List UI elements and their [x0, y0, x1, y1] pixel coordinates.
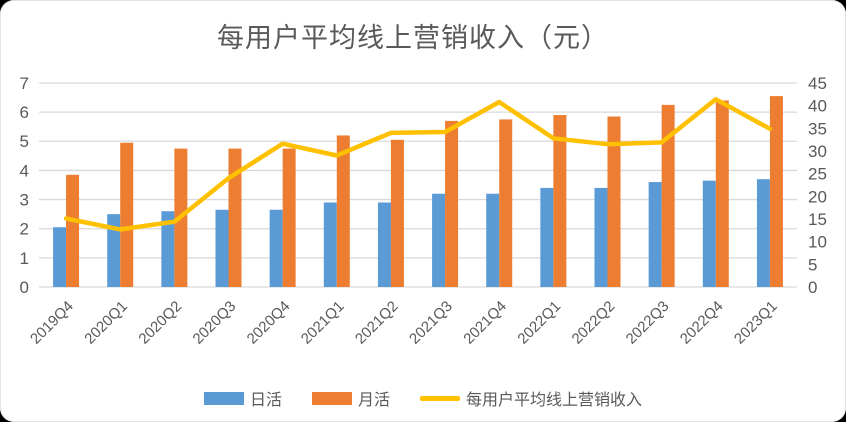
- bar-mau: [390, 139, 404, 287]
- legend-item-dau: 日活: [203, 386, 282, 410]
- bar-mau: [120, 142, 134, 287]
- left-axis-tick-label: 1: [20, 249, 29, 268]
- right-axis-tick-label: 45: [808, 74, 827, 93]
- right-axis-tick-label: 35: [808, 119, 827, 138]
- x-axis-label: 2021Q2: [352, 298, 402, 348]
- dau-swatch-icon: [203, 391, 244, 405]
- legend-item-mau: 月活: [311, 386, 390, 410]
- legend-item-revenue: 每用户平均线上营销收入: [420, 386, 642, 410]
- bar-dau: [594, 187, 608, 287]
- chart-legend: 日活 月活 每用户平均线上营销收入: [0, 386, 846, 410]
- x-axis-label: 2022Q3: [623, 298, 673, 348]
- left-axis-tick-label: 3: [20, 191, 29, 210]
- bar-mau: [769, 96, 783, 287]
- x-axis-label: 2021Q3: [406, 298, 456, 348]
- right-axis-tick-label: 15: [808, 210, 827, 229]
- x-axis-label: 2022Q1: [514, 298, 564, 348]
- x-axis-label: 2019Q4: [27, 298, 77, 348]
- left-axis-tick-label: 6: [20, 103, 29, 122]
- bar-mau: [607, 116, 621, 287]
- bar-dau: [486, 193, 500, 287]
- bar-dau: [53, 227, 67, 287]
- x-axis-label: 2022Q2: [569, 298, 619, 348]
- legend-label-dau: 日活: [249, 392, 282, 409]
- bar-dau: [215, 209, 229, 287]
- right-axis-tick-label: 20: [808, 187, 827, 206]
- right-axis-tick-label: 5: [808, 255, 817, 274]
- bar-dau: [161, 211, 175, 287]
- revenue-line: [63, 97, 773, 232]
- mau-swatch-icon: [311, 391, 352, 405]
- left-axis-tick-label: 0: [20, 278, 29, 297]
- bar-dau: [377, 202, 391, 287]
- bar-mau: [228, 148, 242, 287]
- x-axis-label: 2020Q3: [190, 298, 240, 348]
- chart-title: 每用户平均线上营销收入（元）: [217, 23, 609, 53]
- bar-mau: [553, 115, 567, 287]
- bar-dau: [648, 182, 662, 287]
- x-axis-label: 2021Q4: [460, 298, 510, 348]
- x-axis-label: 2020Q2: [135, 298, 185, 348]
- x-axis-label: 2022Q4: [677, 298, 727, 348]
- bar-dau: [432, 193, 446, 287]
- bar-mau: [715, 100, 729, 287]
- right-axis-tick-label: 10: [808, 233, 827, 252]
- bar-mau: [445, 120, 459, 287]
- left-axis-tick-label: 7: [20, 74, 29, 93]
- left-axis-tick-label: 2: [20, 220, 29, 239]
- left-axis-tick-label: 5: [20, 132, 29, 151]
- x-axis-label: 2023Q1: [731, 298, 781, 348]
- bar-dau: [269, 209, 283, 287]
- bar-mau: [336, 135, 350, 287]
- bar-dau: [107, 214, 121, 287]
- bar-dau: [756, 179, 770, 287]
- x-axis-label: 2021Q1: [298, 298, 348, 348]
- bar-mau: [66, 174, 80, 287]
- right-axis-tick-label: 30: [808, 142, 827, 161]
- bar-mau: [499, 119, 513, 287]
- legend-label-revenue: 每用户平均线上营销收入: [466, 392, 643, 409]
- x-axis-label: 2020Q4: [244, 298, 294, 348]
- bar-mau: [661, 104, 675, 287]
- right-axis-tick-label: 0: [808, 278, 817, 297]
- revenue-line-swatch-icon: [420, 395, 460, 401]
- bar-dau: [702, 180, 716, 287]
- right-axis-tick-label: 25: [808, 165, 827, 184]
- left-axis-tick-label: 4: [20, 161, 29, 180]
- legend-label-mau: 月活: [357, 392, 390, 409]
- bar-dau: [323, 202, 337, 287]
- right-axis-tick-label: 40: [808, 97, 827, 116]
- bar-dau: [540, 187, 554, 287]
- bar-mau: [282, 148, 296, 287]
- x-axis-label: 2020Q1: [81, 298, 131, 348]
